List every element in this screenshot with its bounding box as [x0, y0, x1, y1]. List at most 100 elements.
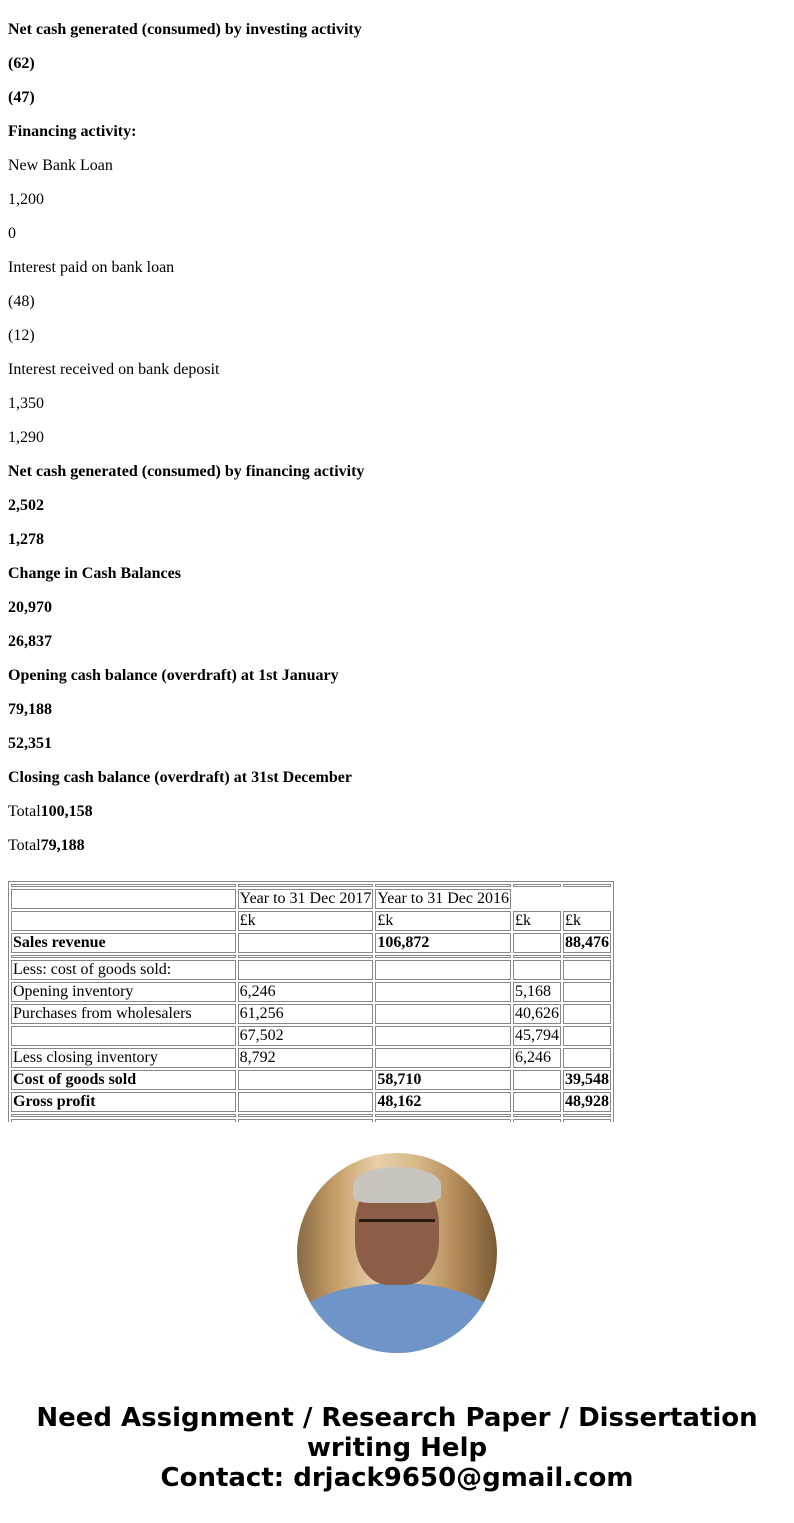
text-line: 79,188: [8, 701, 788, 719]
income-statement-table: Year to 31 Dec 2017 Year to 31 Dec 2016 £k…: [8, 881, 614, 1122]
table-cell: [375, 1026, 511, 1046]
table-cell: [11, 884, 236, 887]
table-cell: Purchases from wholesalers: [11, 1004, 236, 1024]
text-value: 26,837: [8, 633, 52, 650]
table-cell: Cost of goods sold: [11, 1070, 236, 1090]
table-cell: [237, 1092, 374, 1112]
table-row: Purchases from wholesalers 61,256 40,626: [11, 1004, 611, 1024]
table-cell: [237, 1119, 374, 1122]
table-row: Less closing inventory 8,792 6,246: [11, 1048, 611, 1068]
table-cell: [563, 1048, 611, 1068]
table-row: Sales revenue 106,872 88,476: [11, 933, 611, 953]
table-row: Less: cost of goods sold:: [11, 960, 611, 980]
text-value: Interest paid on bank loan: [8, 259, 175, 276]
table-row: [11, 884, 611, 887]
text-value: Change in Cash Balances: [8, 565, 181, 582]
table-cell: [375, 982, 511, 1002]
text-line: 1,350: [8, 395, 788, 413]
table-cell: [375, 1004, 511, 1024]
text-line: Net cash generated (consumed) by financi…: [8, 463, 788, 481]
text-value: (48): [8, 293, 35, 310]
table-cell: [375, 884, 511, 887]
text-line: 52,351: [8, 735, 788, 753]
table-cell: Year to 31 Dec 2017: [237, 889, 374, 909]
text-line: 1,290: [8, 429, 788, 447]
text-value: 79,188: [8, 701, 52, 718]
table-cell: 40,626: [513, 1004, 561, 1024]
table-cell: [563, 1004, 611, 1024]
text-line: Total79,188: [8, 837, 788, 855]
table-cell: [11, 1114, 236, 1117]
table-cell: [513, 960, 561, 980]
table-cell: [513, 1092, 561, 1112]
text-value: 1,350: [8, 395, 44, 412]
contact-email: Contact: drjack9650@gmail.com: [160, 1463, 634, 1493]
table-cell: 6,246: [237, 982, 374, 1002]
table-row: Opening inventory 6,246 5,168: [11, 982, 611, 1002]
text-line: Interest paid on bank loan: [8, 259, 788, 277]
text-value: New Bank Loan: [8, 157, 113, 174]
table-cell: [11, 911, 236, 931]
text-value: Financing activity:: [8, 123, 137, 140]
text-line: 26,837: [8, 633, 788, 651]
table-cell: 61,256: [237, 1004, 374, 1024]
text-value: 0: [8, 225, 16, 242]
table-cell: [237, 955, 374, 958]
text-line: 1,278: [8, 531, 788, 549]
table-cell: [11, 889, 236, 909]
text-value: 0: [8, 0, 16, 4]
table-row: Year to 31 Dec 2017 Year to 31 Dec 2016: [11, 889, 611, 909]
text-line: Total100,158: [8, 803, 788, 821]
table-cell: [563, 1114, 611, 1117]
table-cell: 106,872: [375, 933, 511, 953]
table-row: Cost of goods sold 58,710 39,548: [11, 1070, 611, 1090]
text-value: (47): [8, 89, 35, 106]
table-row: Gross profit 48,162 48,928: [11, 1092, 611, 1112]
text-value: 2,502: [8, 497, 44, 514]
total-label: Total: [8, 837, 41, 854]
table-cell: 39,548: [563, 1070, 611, 1090]
text-line: 1,200: [8, 191, 788, 209]
table-cell: [563, 982, 611, 1002]
table-cell: £k: [237, 911, 374, 931]
contact-banner: Need Assignment / Research Paper / Disse…: [0, 1403, 794, 1493]
table-cell: [237, 1114, 374, 1117]
text-line: (62): [8, 55, 788, 73]
document-body: 0 Net cash generated (consumed) by invest…: [8, 0, 788, 871]
income-statement-table-container: Year to 31 Dec 2017 Year to 31 Dec 2016 £k…: [8, 881, 614, 1122]
text-line: Opening cash balance (overdraft) at 1st …: [8, 667, 788, 685]
table-cell: 5,168: [513, 982, 561, 1002]
table-cell: [513, 955, 561, 958]
table-cell: [563, 1119, 611, 1122]
text-value: Opening cash balance (overdraft) at 1st …: [8, 667, 339, 684]
table-cell: [375, 1048, 511, 1068]
text-value: Interest received on bank deposit: [8, 361, 220, 378]
table-cell: [513, 1070, 561, 1090]
table-cell: Less: cost of goods sold:: [11, 960, 236, 980]
text-value: 20,970: [8, 599, 52, 616]
table-cell: [563, 1026, 611, 1046]
table-row: [11, 1114, 611, 1117]
table-cell: 6,246: [513, 1048, 561, 1068]
table-cell: Year to 31 Dec 2016: [375, 889, 511, 909]
text-line: Change in Cash Balances: [8, 565, 788, 583]
table-cell: [375, 1114, 511, 1117]
table-cell: [11, 955, 236, 958]
table-row: 67,502 45,794: [11, 1026, 611, 1046]
table-cell: [513, 1114, 561, 1117]
table-cell: £k: [375, 911, 511, 931]
text-line: 0: [8, 225, 788, 243]
text-line: 20,970: [8, 599, 788, 617]
text-value: 100,158: [40, 803, 93, 820]
text-value: (62): [8, 55, 35, 72]
table-cell: Less closing inventory: [11, 1048, 236, 1068]
text-value: Net cash generated (consumed) by investi…: [8, 21, 362, 38]
table-cell: [563, 960, 611, 980]
table-row: [11, 1119, 611, 1122]
table-cell: [513, 933, 561, 953]
text-line: Interest received on bank deposit: [8, 361, 788, 379]
table-cell: 45,794: [513, 1026, 561, 1046]
text-value: 1,290: [8, 429, 44, 446]
table-cell: 8,792: [237, 1048, 374, 1068]
table-cell: £k: [513, 911, 561, 931]
